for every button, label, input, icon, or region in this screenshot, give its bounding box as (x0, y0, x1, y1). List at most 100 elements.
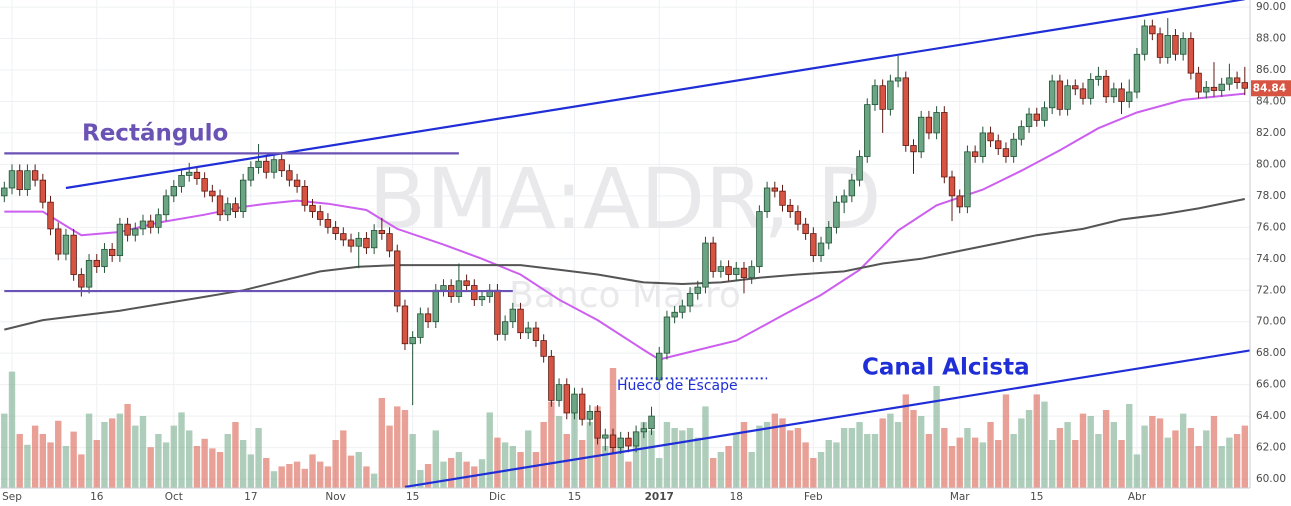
candle-body (756, 211, 763, 268)
volume-bar (55, 420, 62, 488)
volume-bar (186, 430, 193, 488)
candle-body (1118, 88, 1125, 102)
candle-body (216, 195, 224, 216)
candle-body (209, 190, 216, 197)
volume-bar (340, 430, 347, 488)
candle-body (101, 248, 108, 268)
volume-bar (8, 371, 16, 488)
volume-bar (864, 434, 871, 488)
candle-body (625, 437, 632, 447)
volume-bar (1041, 401, 1048, 488)
volume-bar (378, 398, 386, 488)
volume-bar (116, 413, 124, 488)
y-tick-label: 64.00 (1256, 410, 1286, 422)
volume-bar (85, 413, 93, 488)
volume-bar (178, 412, 185, 488)
volume-bar (917, 416, 925, 488)
x-tick-label: Feb (804, 491, 823, 503)
candle-body (995, 140, 1002, 150)
volume-bar (887, 413, 894, 488)
volume-bar (756, 425, 763, 488)
candle-body (186, 171, 193, 176)
candle-body (132, 228, 139, 236)
candle-body (1, 187, 8, 197)
candle-body (31, 170, 39, 181)
x-tick-label: 18 (730, 491, 743, 503)
candle-body (501, 321, 509, 335)
volume-bar (702, 406, 709, 488)
candle-body (1002, 148, 1010, 157)
volume-bar (640, 422, 648, 488)
volume-bar (763, 422, 771, 488)
volume-bar (1210, 416, 1218, 488)
volume-bar (733, 434, 740, 488)
volume-bar (964, 428, 971, 488)
y-tick-label: 62.00 (1256, 442, 1286, 454)
volume-bar (871, 434, 879, 488)
candle-body (871, 85, 879, 106)
candle-body (24, 170, 31, 190)
candle-body (679, 305, 686, 313)
volume-bar (571, 410, 578, 488)
volume-bar (293, 461, 301, 488)
candle-body (471, 285, 478, 301)
candle-body (1095, 75, 1102, 80)
volume-bar (925, 434, 933, 488)
candle-body (902, 77, 909, 146)
volume-bar (617, 437, 624, 488)
annotation-channel: Canal Alcista (862, 355, 1030, 381)
volume-bar (709, 458, 717, 488)
volume-bar (586, 422, 594, 488)
candle-body (548, 355, 555, 401)
candle-body (848, 179, 856, 197)
volume-bar (1064, 422, 1071, 488)
volume-bar (70, 431, 77, 488)
volume-bar (440, 461, 447, 488)
volume-bar (1179, 413, 1187, 488)
x-tick-label: Nov (325, 491, 346, 503)
volume-bar (447, 458, 455, 488)
volume-bar (1, 413, 8, 488)
candle-body (856, 156, 863, 181)
candle-body (116, 223, 124, 257)
volume-bar (1241, 425, 1249, 488)
candle-body (363, 237, 370, 249)
volume-bar (1172, 430, 1179, 488)
candle-body (586, 410, 594, 420)
candle-body (1102, 75, 1110, 98)
volume-bar (694, 437, 701, 488)
candle-body (602, 434, 609, 439)
candle-body (1233, 77, 1241, 83)
volume-bar (825, 440, 832, 488)
annotation-rect: Rectángulo (82, 121, 228, 147)
candle-body (1149, 25, 1156, 35)
volume-bar (1133, 454, 1141, 488)
candle-body (85, 259, 93, 288)
volume-bar (93, 440, 100, 488)
volume-bar (409, 434, 416, 488)
candle-body (979, 132, 987, 157)
y-tick-label: 76.00 (1256, 221, 1286, 233)
candle-body (917, 116, 925, 153)
volume-bar (417, 470, 424, 488)
candle-body (1010, 138, 1017, 157)
x-tick-label: 17 (244, 491, 257, 503)
volume-bar (247, 454, 255, 488)
candle-body (1141, 25, 1148, 55)
candle-body (478, 296, 486, 301)
volume-bar (794, 428, 802, 488)
x-tick-label: 15 (406, 491, 419, 503)
volume-bar (817, 452, 825, 488)
candle-body (286, 170, 293, 181)
candle-body (525, 327, 532, 334)
x-tick-label: Sep (2, 491, 22, 503)
candle-body (1110, 88, 1118, 98)
volume-bar (725, 446, 732, 488)
volume-bar (101, 422, 108, 488)
candle-body (1033, 113, 1040, 121)
candle-body (347, 239, 355, 247)
candle-body (1187, 38, 1195, 74)
volume-bar (779, 418, 786, 488)
